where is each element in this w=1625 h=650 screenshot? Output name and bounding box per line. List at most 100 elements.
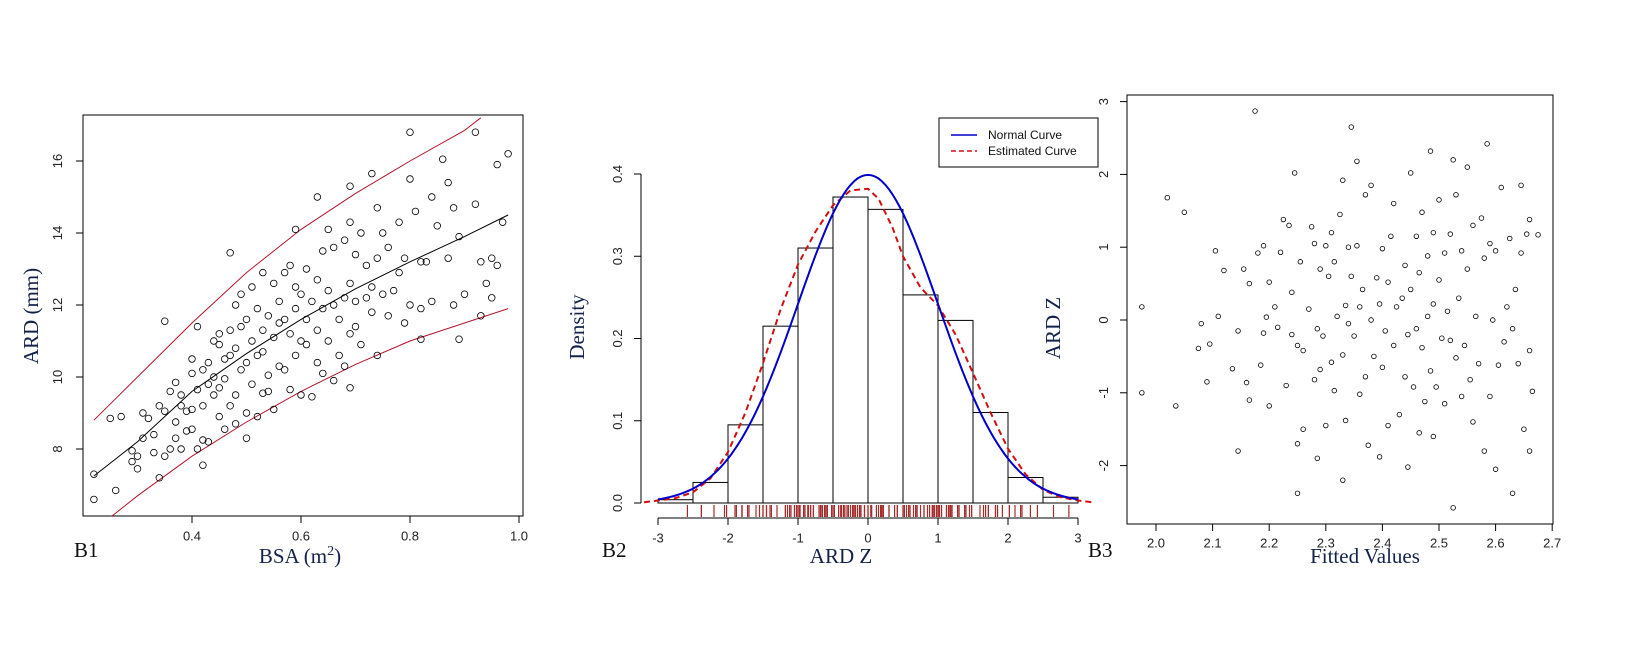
b2-x-tick-label: 3: [1074, 531, 1081, 546]
b3-data-point: [1294, 490, 1301, 496]
b3-data-point: [1385, 279, 1391, 285]
b3-data-point: [1289, 331, 1295, 338]
b1-data-point: [226, 351, 234, 360]
b1-data-point: [242, 358, 251, 367]
b1-data-point: [340, 236, 349, 244]
b3-data-point: [1334, 313, 1340, 320]
b2-x-tick-label: 0: [864, 531, 871, 546]
b3-data-point: [1447, 337, 1454, 344]
b1-data-point: [220, 375, 229, 383]
b1-data-point: [231, 391, 240, 399]
b3-data-point: [1424, 313, 1431, 320]
b3-data-point: [1314, 455, 1321, 462]
b1-data-point: [237, 290, 245, 298]
b3-data-point: [1382, 328, 1388, 334]
b3-data-point: [1391, 200, 1397, 207]
b3-data-point: [1323, 243, 1329, 249]
b1-data-point: [242, 315, 251, 324]
b3-data-point: [1215, 313, 1221, 320]
b3-data-point: [1526, 216, 1533, 223]
b1-data-point: [477, 258, 485, 266]
b3-data-point: [1354, 158, 1360, 164]
b2-x-tick-label: -1: [792, 531, 804, 546]
b1-data-point: [357, 229, 365, 237]
b1-data-point: [406, 175, 414, 183]
b3-data-point: [1317, 366, 1323, 373]
b3-data-point: [1337, 211, 1343, 218]
b1-data-point: [117, 412, 125, 421]
b2-histogram-bar: [937, 319, 974, 504]
b3-data-point: [1308, 224, 1315, 230]
b3-data-point: [1283, 382, 1289, 389]
b3-data-point: [1317, 266, 1323, 272]
b1-data-point: [313, 326, 322, 334]
b3-x-tick-label: 2.6: [1487, 536, 1505, 551]
b1-data-point: [395, 218, 403, 226]
b3-data-point: [1413, 326, 1420, 332]
b1-data-point: [319, 369, 327, 378]
b1-data-point: [210, 391, 218, 399]
b3-data-point: [1328, 229, 1335, 236]
b1-data-point: [379, 290, 387, 298]
b3-x-axis-title: Fitted Values: [1310, 544, 1420, 568]
b3-data-point: [1481, 255, 1487, 261]
b2-y-axis-title: Density: [565, 294, 589, 360]
b1-data-point: [215, 330, 223, 338]
b1-data-point: [373, 254, 381, 262]
b3-data-point: [1272, 304, 1278, 310]
b2-y-tick-label: 0.3: [610, 247, 625, 265]
b1-lower-band-line: [111, 308, 509, 516]
b1-data-point: [171, 434, 180, 442]
b1-plot-frame: [82, 114, 524, 517]
panel-b2: -3 -2 -1 0 1 2 30.00.10.20.30.4 Density ARD Z …: [565, 117, 1099, 568]
b1-data-point: [182, 407, 191, 415]
b3-data-point: [1430, 433, 1437, 440]
b3-data-point: [1433, 384, 1439, 390]
b1-data-point: [199, 461, 207, 469]
b1-data-point: [411, 207, 420, 216]
b3-x-tick-label: 2.3: [1317, 536, 1335, 551]
b1-data-point: [335, 315, 343, 324]
b1-data-point: [166, 387, 174, 396]
b1-data-point: [302, 315, 311, 324]
b1-y-tick-label: 10: [50, 370, 65, 384]
b1-data-point: [286, 261, 294, 270]
b1-y-tick-label: 12: [50, 298, 65, 312]
b1-data-point: [133, 465, 142, 473]
b1-x-axis-title-sup: 2: [327, 544, 334, 559]
b3-data-point: [1416, 269, 1422, 276]
b1-data-point: [188, 369, 196, 378]
b3-data-point: [1173, 403, 1179, 409]
b1-data-point: [264, 312, 272, 320]
b1-data-point: [210, 373, 218, 381]
b1-data-point: [193, 385, 202, 394]
b1-data-point: [220, 425, 229, 433]
b3-plot-frame: [1126, 94, 1554, 525]
b3-data-point: [1535, 232, 1541, 238]
b1-data-point: [259, 348, 267, 356]
b1-data-point: [155, 402, 163, 410]
b1-y-tick-label: 14: [50, 226, 65, 240]
b3-data-point: [1444, 308, 1451, 314]
b3-data-point: [1515, 360, 1521, 367]
b3-data-point: [1289, 289, 1295, 296]
b3-data-point: [1436, 277, 1442, 283]
b3-data-point: [1246, 280, 1253, 287]
b3-data-point: [1258, 362, 1264, 368]
b1-data-point: [128, 447, 136, 455]
b1-data-point: [460, 290, 469, 298]
b1-data-point: [231, 344, 240, 352]
b1-y-tick-label: 8: [50, 445, 65, 452]
b3-data-point: [1416, 430, 1422, 436]
b3-data-point: [1368, 182, 1374, 189]
b3-data-point: [1368, 317, 1374, 323]
b3-data-point: [1439, 335, 1445, 341]
b1-data-point: [177, 402, 185, 410]
b1-data-point: [161, 407, 169, 415]
b3-data-point: [1470, 419, 1476, 425]
b1-data-point: [291, 304, 300, 313]
b3-data-point: [1484, 141, 1490, 147]
b3-data-point: [1385, 422, 1391, 429]
b3-data-point: [1357, 391, 1363, 397]
